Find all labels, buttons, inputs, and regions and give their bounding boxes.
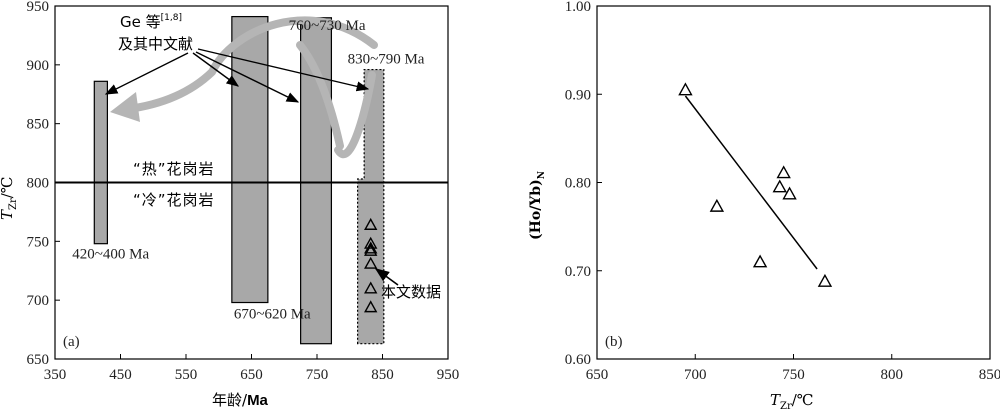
y-tick-label: 0.80 (565, 176, 591, 192)
source-annotation-refs: [1,8] (161, 13, 182, 23)
data-point (364, 300, 378, 313)
data-point (364, 236, 378, 249)
data-point (364, 241, 378, 254)
panel-a-x-label-unit: Ma (247, 392, 268, 409)
x-tick-label: 550 (175, 367, 198, 383)
age-range-bars (93, 15, 385, 345)
range-bar-2 (231, 15, 269, 304)
x-tick-label: 700 (684, 367, 707, 383)
panel-a-y-label: TZr/℃ (0, 176, 19, 220)
range-labels: 420~400 Ma 670~620 Ma 760~730 Ma 830~790 Ma (72, 18, 425, 323)
trend-curve-mid (296, 41, 344, 150)
x-tick-label: 950 (437, 367, 460, 383)
data-point (709, 198, 725, 212)
panel-a-y-label-main: T (0, 209, 16, 220)
data-point (364, 217, 378, 230)
data-point (772, 179, 787, 193)
annotation-arrow-4 (197, 48, 370, 92)
data-point (752, 254, 768, 268)
y-tick-label: 750 (27, 234, 50, 250)
panel-b-y-label-sub: N (537, 171, 547, 179)
range-label-3: 760~730 Ma (289, 18, 366, 34)
y-tick-label: 900 (27, 58, 50, 74)
this-study-label: 本文数据 (381, 283, 441, 301)
hot-granite-label: “热”花岗岩 (133, 160, 215, 178)
cold-granite-label: “冷”花岗岩 (133, 191, 215, 209)
range-label-1: 420~400 Ma (72, 247, 149, 263)
y-tick-label: 800 (27, 176, 50, 192)
panel-b-x-label-main: T (770, 391, 781, 409)
y-tick-label: 650 (27, 352, 50, 368)
x-tick-label: 750 (782, 367, 805, 383)
y-tick-label: 0.60 (565, 352, 591, 368)
data-point (364, 281, 378, 294)
annotation-arrow-1 (104, 52, 189, 95)
data-point (776, 165, 791, 179)
source-annotation-arrows (104, 48, 370, 103)
y-tick-label: 700 (27, 293, 50, 309)
this-study-points (364, 217, 378, 313)
panel-b-chart: 650 700 750 800 850 0.60 0.70 0.80 0.90 1.00 (b)… (528, 0, 1000, 410)
y-tick-label: 0.90 (565, 87, 591, 103)
panel-b-x-label-unit: /℃ (792, 391, 814, 409)
range-bar-1 (93, 80, 109, 245)
y-tick-label: 1.00 (565, 0, 591, 15)
panel-b-x-label-sub: Zr (780, 401, 792, 410)
y-tick-label: 850 (27, 117, 50, 133)
annotation-arrow-2 (192, 52, 240, 87)
range-label-2: 670~620 Ma (234, 307, 311, 323)
trend-line (684, 95, 818, 270)
trend-curve-arrowhead (110, 92, 140, 122)
panel-a-chart: “热”花岗岩 “冷”花岗岩 Ge 等[1,8] 及其中文献 420~400 Ma… (0, 0, 459, 409)
panel-a-y-label-sub: Zr (8, 198, 19, 210)
x-tick-label: 450 (109, 367, 132, 383)
panel-a-y-ticks: 650 700 750 800 850 900 950 (27, 0, 60, 368)
scatter-points (678, 82, 833, 287)
panel-b-x-ticks: 650 700 750 800 850 (586, 354, 1000, 383)
data-point (782, 186, 797, 200)
x-tick-label: 800 (881, 367, 904, 383)
annotation-arrow-3 (195, 51, 300, 103)
panel-a-x-label: 年龄/Ma (212, 391, 269, 409)
data-point (817, 273, 833, 287)
panel-a-x-label-text: 年龄/ (212, 391, 248, 409)
source-annotation-main: Ge 等[1,8] (120, 13, 182, 31)
panel-a-label: (a) (63, 334, 80, 350)
data-point (678, 82, 693, 96)
x-tick-label: 850 (979, 367, 1000, 383)
this-study-arrow (374, 268, 399, 286)
panel-b-y-label: (Ho/Yb)N (528, 171, 547, 240)
panel-a-x-ticks: 350 450 550 650 750 850 950 (44, 354, 460, 383)
panel-b-y-ticks: 0.60 0.70 0.80 0.90 1.00 (565, 0, 602, 368)
data-point (364, 243, 378, 256)
panel-b-y-label-main: (Ho/Yb) (528, 179, 544, 240)
trend-curve-arrow (116, 16, 378, 159)
x-tick-label: 750 (306, 367, 329, 383)
x-tick-label: 650 (240, 367, 263, 383)
x-tick-label: 350 (44, 367, 67, 383)
data-point (364, 256, 378, 269)
y-tick-label: 950 (27, 0, 50, 15)
source-annotation-text: Ge 等 (120, 13, 161, 31)
y-tick-label: 0.70 (565, 264, 591, 280)
x-tick-label: 650 (586, 367, 609, 383)
panel-a-y-label-unit: /℃ (0, 176, 16, 198)
range-label-4: 830~790 Ma (348, 52, 425, 68)
x-tick-label: 850 (371, 367, 394, 383)
panel-b-x-label: TZr/℃ (770, 391, 814, 410)
panel-b-frame (596, 5, 991, 360)
source-annotation-line2: 及其中文献 (118, 35, 193, 53)
panel-b-label: (b) (605, 334, 623, 350)
